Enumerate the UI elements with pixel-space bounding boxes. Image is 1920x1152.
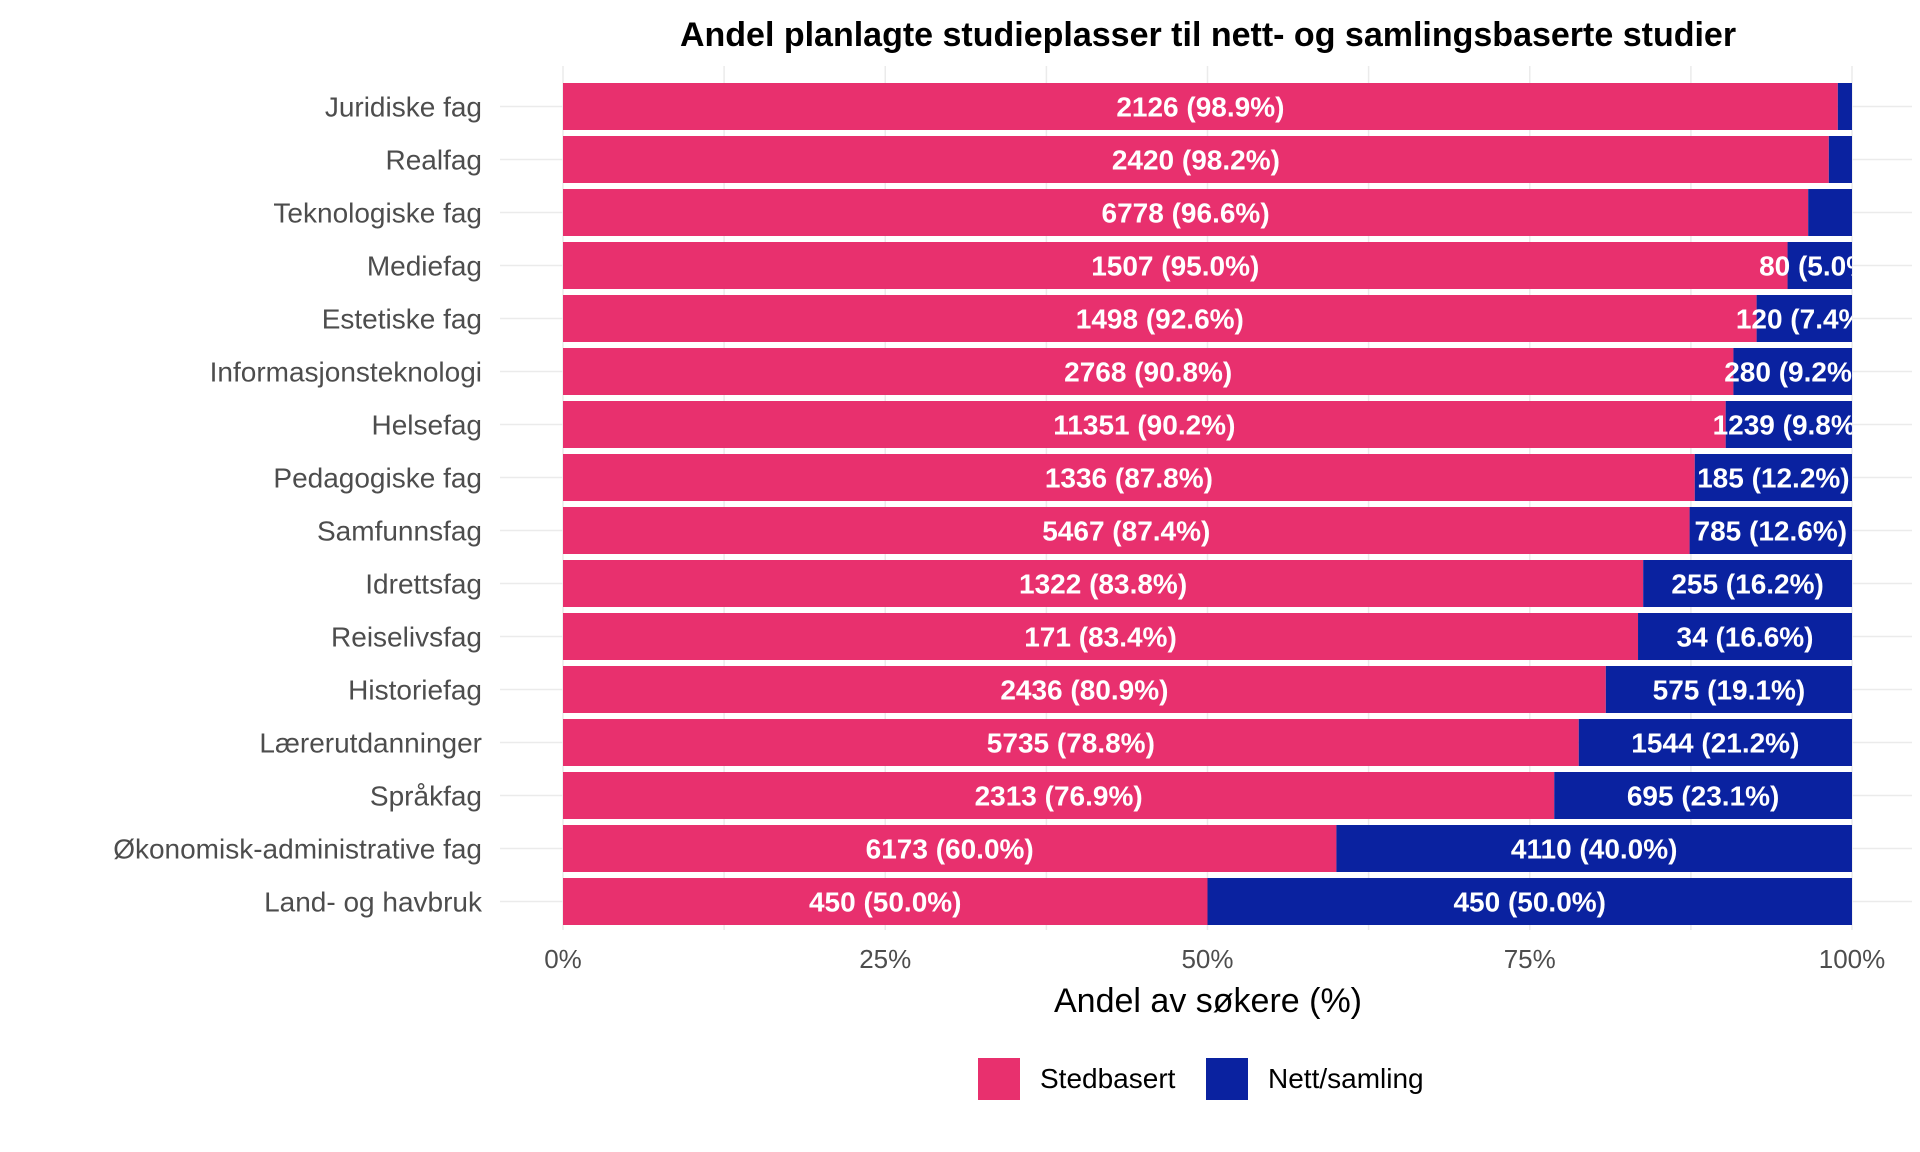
bar-value-label: 1239 (9.8%) — [1713, 410, 1866, 441]
bar-value-label: 575 (19.1%) — [1653, 675, 1806, 706]
bar-labels: 2126 (98.9%) 2420 (98.2%) 6778 (96.6%) 1507… — [809, 92, 1880, 918]
bar-segment-stedbasert — [563, 136, 1829, 183]
category-label: Lærerutdanninger — [259, 728, 482, 759]
bar-segment-nett-samling — [1643, 560, 1852, 607]
bar-value-label: 1498 (92.6%) — [1076, 304, 1244, 335]
bar-value-label: 6778 (96.6%) — [1102, 198, 1270, 229]
category-label: Helsefag — [371, 410, 482, 441]
bar-value-label: 6173 (60.0%) — [866, 834, 1034, 865]
category-label: Pedagogiske fag — [273, 463, 482, 494]
bar-segment-nett-samling — [1725, 401, 1852, 448]
bar-segment-nett-samling — [1787, 242, 1852, 289]
bar-value-label: 4110 (40.0%) — [1511, 834, 1678, 865]
bar-value-label: 450 (50.0%) — [809, 887, 962, 918]
bar-value-label: 1336 (87.8%) — [1045, 463, 1213, 494]
category-label: Mediefag — [367, 251, 482, 282]
bar-value-label: 120 (7.4%) — [1736, 304, 1873, 335]
bar-segment-stedbasert — [563, 772, 1555, 819]
bar-segment-stedbasert — [563, 560, 1644, 607]
bar-value-label: 11351 (90.2%) — [1053, 410, 1235, 441]
bar-value-label: 280 (9.2%) — [1724, 357, 1861, 388]
x-tick-label: 100% — [1819, 944, 1886, 974]
bar-segment-stedbasert — [563, 454, 1695, 501]
x-tick-label: 50% — [1181, 944, 1233, 974]
legend-swatch — [978, 1058, 1020, 1100]
bar-segment-stedbasert — [563, 666, 1606, 713]
bar-value-label: 5735 (78.8%) — [987, 728, 1155, 759]
bar-value-label: 450 (50.0%) — [1453, 887, 1606, 918]
category-label: Idrettsfag — [365, 569, 482, 600]
bar-segment-stedbasert — [563, 83, 1838, 130]
bar-value-label: 185 (12.2%) — [1697, 463, 1850, 494]
legend: Stedbasert Nett/samling — [978, 1058, 1424, 1100]
bar-segment-stedbasert — [563, 295, 1757, 342]
bar-segment-stedbasert — [563, 507, 1690, 554]
bar-value-label: 255 (16.2%) — [1671, 569, 1824, 600]
bar-segment-nett-samling — [1638, 613, 1852, 660]
bar-segment-nett-samling — [1828, 136, 1852, 183]
bars: 2126 (98.9%) 2420 (98.2%) 6778 (96.6%) 1507… — [563, 83, 1880, 925]
x-tick-label: 0% — [544, 944, 582, 974]
bar-segment-stedbasert — [563, 189, 1809, 236]
category-label: Informasjonsteknologi — [210, 357, 482, 388]
x-tick-label: 75% — [1504, 944, 1556, 974]
bar-segment-nett-samling — [1733, 348, 1852, 395]
bar-segment-nett-samling — [1578, 719, 1852, 766]
bar-segment-nett-samling — [1756, 295, 1852, 342]
category-label: Realfag — [385, 145, 482, 176]
bar-segment-nett-samling — [1837, 83, 1852, 130]
bar-value-label: 171 (83.4%) — [1024, 622, 1177, 653]
bar-segment-nett-samling — [1336, 825, 1852, 872]
bar-value-label: 2436 (80.9%) — [1000, 675, 1168, 706]
bar-segment-nett-samling — [1689, 507, 1852, 554]
legend-label: Nett/samling — [1268, 1063, 1424, 1094]
bar-value-label: 34 (16.6%) — [1677, 622, 1814, 653]
bar-value-label: 1322 (83.8%) — [1019, 569, 1187, 600]
category-label: Estetiske fag — [322, 304, 482, 335]
category-label: Land- og havbruk — [264, 887, 483, 918]
x-axis-title: Andel av søkere (%) — [1054, 982, 1362, 1020]
bar-value-label: 2313 (76.9%) — [975, 781, 1143, 812]
category-label: Juridiske fag — [325, 92, 482, 123]
category-label: Teknologiske fag — [273, 198, 482, 229]
chart-title: Andel planlagte studieplasser til nett- … — [680, 16, 1736, 54]
category-labels: Juridiske fag Realfag Teknologiske fag Medi… — [113, 92, 483, 918]
bar-value-label: 2420 (98.2%) — [1112, 145, 1280, 176]
bar-segment-stedbasert — [563, 825, 1337, 872]
bar-segment-nett-samling — [1808, 189, 1852, 236]
x-axis-ticks: 0% 25% 50% 75% 100% — [544, 944, 1885, 974]
bar-value-label: 1544 (21.2%) — [1631, 728, 1799, 759]
category-label: Økonomisk-administrative fag — [113, 834, 482, 865]
bar-segment-stedbasert — [563, 348, 1734, 395]
bar-value-label: 785 (12.6%) — [1695, 516, 1848, 547]
bar-segment-nett-samling — [1554, 772, 1852, 819]
legend-swatch — [1206, 1058, 1248, 1100]
bar-segment-stedbasert — [563, 242, 1788, 289]
category-label: Historiefag — [348, 675, 482, 706]
bar-segment-stedbasert — [563, 401, 1726, 448]
category-label: Reiselivsfag — [331, 622, 482, 653]
x-tick-label: 25% — [859, 944, 911, 974]
bar-value-label: 2126 (98.9%) — [1116, 92, 1284, 123]
bar-segment-stedbasert — [563, 613, 1639, 660]
bar-segment-stedbasert — [563, 719, 1579, 766]
bar-value-label: 1507 (95.0%) — [1091, 251, 1259, 282]
bar-value-label: 2768 (90.8%) — [1064, 357, 1232, 388]
bar-segment-nett-samling — [1207, 878, 1852, 925]
legend-label: Stedbasert — [1040, 1063, 1176, 1094]
bar-value-label: 80 (5.0%) — [1759, 251, 1880, 282]
bar-value-label: 695 (23.1%) — [1627, 781, 1780, 812]
bar-value-label: 5467 (87.4%) — [1042, 516, 1210, 547]
bar-segment-nett-samling — [1694, 454, 1852, 501]
category-label: Språkfag — [370, 781, 482, 812]
category-label: Samfunnsfag — [317, 516, 482, 547]
bar-segment-stedbasert — [563, 878, 1208, 925]
bar-segment-nett-samling — [1605, 666, 1852, 713]
